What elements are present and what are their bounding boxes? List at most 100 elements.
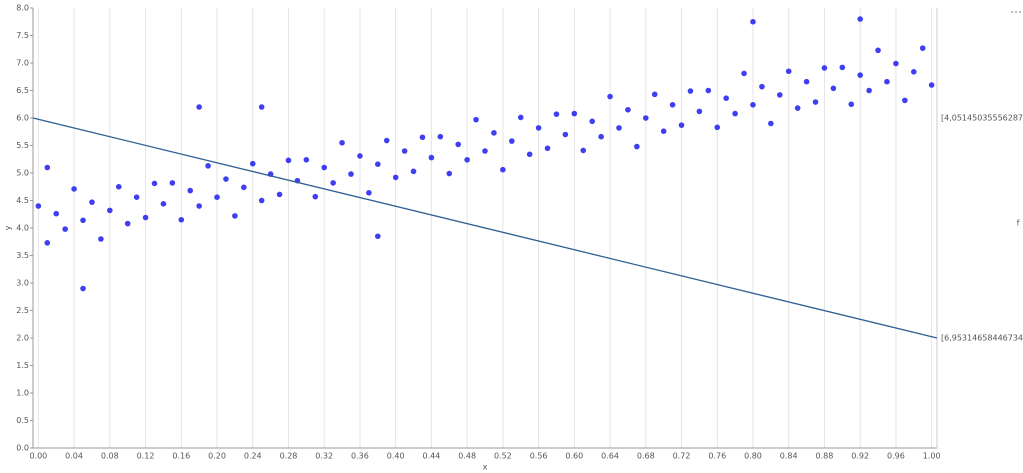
x-tick-label: 0.48	[458, 452, 476, 461]
point	[714, 124, 721, 131]
x-tick-label: 0.76	[708, 452, 726, 461]
point	[500, 166, 506, 173]
point	[651, 91, 658, 98]
y2-axis-title: f	[1017, 219, 1020, 228]
point	[741, 70, 747, 77]
point	[249, 160, 256, 167]
point	[669, 102, 676, 108]
point	[169, 180, 176, 186]
x-tick-label: 0.08	[101, 452, 119, 461]
point	[571, 110, 578, 117]
y-axis-title: y	[4, 225, 13, 230]
point	[785, 68, 792, 75]
point	[348, 171, 354, 177]
x-tick-label: 0.40	[387, 452, 405, 461]
point	[857, 16, 863, 22]
point	[44, 164, 51, 171]
x-tick-label: 0.00	[29, 452, 47, 461]
y-tick-label: 1.5	[16, 361, 29, 370]
point	[607, 93, 613, 100]
point	[732, 110, 738, 117]
point	[178, 216, 185, 223]
point	[464, 157, 470, 163]
point	[589, 118, 595, 125]
point	[89, 199, 95, 205]
y-tick-label: 1.0	[16, 389, 29, 398]
point	[687, 88, 694, 94]
point	[634, 143, 640, 150]
x-tick-label: 0.24	[244, 452, 262, 461]
point	[642, 115, 649, 121]
point	[258, 104, 265, 110]
point	[705, 87, 712, 94]
point	[491, 130, 497, 136]
y-tick-label: 5.5	[16, 141, 29, 150]
menu-icon[interactable]	[1011, 11, 1021, 13]
point	[768, 120, 774, 127]
point	[598, 133, 604, 140]
y-tick-label: 2.5	[16, 306, 29, 315]
point	[750, 102, 756, 108]
point	[910, 69, 917, 75]
y-tick-label: 2.0	[16, 334, 29, 343]
point	[616, 125, 622, 131]
x-tick-label: 0.88	[816, 452, 834, 461]
point	[759, 83, 765, 90]
point	[794, 105, 801, 111]
x-tick-label: 0.68	[637, 452, 655, 461]
x-tick-label: 0.52	[494, 452, 512, 461]
point	[71, 186, 77, 192]
point	[285, 157, 292, 164]
point	[678, 122, 685, 128]
y-tick-label: 0.0	[16, 444, 29, 453]
point	[893, 60, 899, 67]
point	[330, 180, 336, 186]
x-tick-label: 0.92	[851, 452, 869, 461]
point	[62, 226, 68, 232]
point	[321, 164, 328, 171]
point	[830, 85, 837, 92]
y-tick-label: 7.0	[16, 59, 29, 68]
x-tick-label: 0.44	[422, 452, 440, 461]
point	[223, 176, 229, 182]
trend-line	[32, 117, 938, 339]
point	[232, 213, 238, 219]
x-tick-label: 0.96	[887, 452, 905, 461]
point	[98, 236, 104, 242]
y-tick-label: 4.5	[16, 196, 29, 205]
point	[884, 78, 890, 85]
point	[848, 101, 855, 108]
point	[553, 111, 560, 117]
line-label: [6,953146584467348]	[941, 334, 1023, 343]
point	[696, 108, 703, 115]
point	[205, 163, 211, 169]
point	[535, 125, 542, 131]
point	[258, 197, 265, 204]
point	[107, 207, 113, 214]
x-tick-label: 0.56	[530, 452, 548, 461]
point	[455, 141, 462, 148]
y-tick-label: 8.0	[16, 4, 29, 13]
point	[428, 154, 435, 161]
y-tick-label: 4.0	[16, 224, 29, 233]
x-tick-label: 0.16	[172, 452, 190, 461]
point	[410, 168, 417, 175]
point	[142, 214, 149, 221]
point	[723, 95, 729, 101]
point	[401, 148, 408, 154]
point	[303, 157, 310, 163]
point	[357, 153, 363, 159]
x-axis-title: x	[483, 463, 488, 472]
x-tick-label: 0.84	[780, 452, 798, 461]
point	[875, 47, 881, 54]
y-tick-label: 6.5	[16, 86, 29, 95]
x-tick-label: 0.20	[208, 452, 226, 461]
point	[660, 128, 667, 134]
point	[839, 64, 846, 71]
point	[35, 203, 42, 209]
point	[544, 145, 551, 152]
point	[473, 116, 479, 123]
point	[821, 65, 828, 71]
point	[750, 18, 756, 25]
